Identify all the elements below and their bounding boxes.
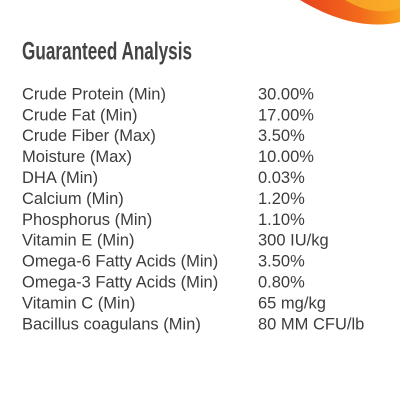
nutrient-name: Vitamin C (Min) — [22, 294, 135, 312]
title: Guaranteed Analysis — [22, 38, 192, 66]
nutrient-value: 30.00% — [258, 85, 314, 103]
nutrient-value: 80 MM CFU/lb — [258, 315, 364, 333]
nutrient-name: Omega-3 Fatty Acids (Min) — [22, 273, 218, 291]
nutrient-value: 17.00% — [258, 106, 314, 124]
nutrient-name: Phosphorus (Min) — [22, 211, 152, 229]
nutrient-value: 3.50% — [258, 127, 305, 145]
nutrient-value: 0.80% — [258, 273, 305, 291]
nutrient-name: Crude Protein (Min) — [22, 85, 166, 103]
nutrient-name: Crude Fat (Min) — [22, 106, 138, 124]
nutrient-name: Calcium (Min) — [22, 190, 124, 208]
nutrient-value: 0.03% — [258, 169, 305, 187]
nutrient-name: Bacillus coagulans (Min) — [22, 315, 201, 333]
nutrient-value: 1.20% — [258, 190, 305, 208]
decor-swirl — [345, 0, 400, 12]
nutrient-value: 300 IU/kg — [258, 232, 329, 250]
nutrient-name: Omega-6 Fatty Acids (Min) — [22, 253, 218, 271]
nutrient-name: Vitamin E (Min) — [22, 232, 134, 250]
nutrient-name: DHA (Min) — [22, 169, 98, 187]
nutrient-value: 65 mg/kg — [258, 294, 326, 312]
nutrient-value: 3.50% — [258, 253, 305, 271]
nutrient-name: Crude Fiber (Max) — [22, 127, 156, 145]
analysis-table: Crude Protein (Min) 30.00% Crude Fat (Min)… — [22, 85, 364, 333]
nutrient-value: 1.10% — [258, 211, 305, 229]
nutrient-value: 10.00% — [258, 148, 314, 166]
nutrient-name: Moisture (Max) — [22, 148, 132, 166]
